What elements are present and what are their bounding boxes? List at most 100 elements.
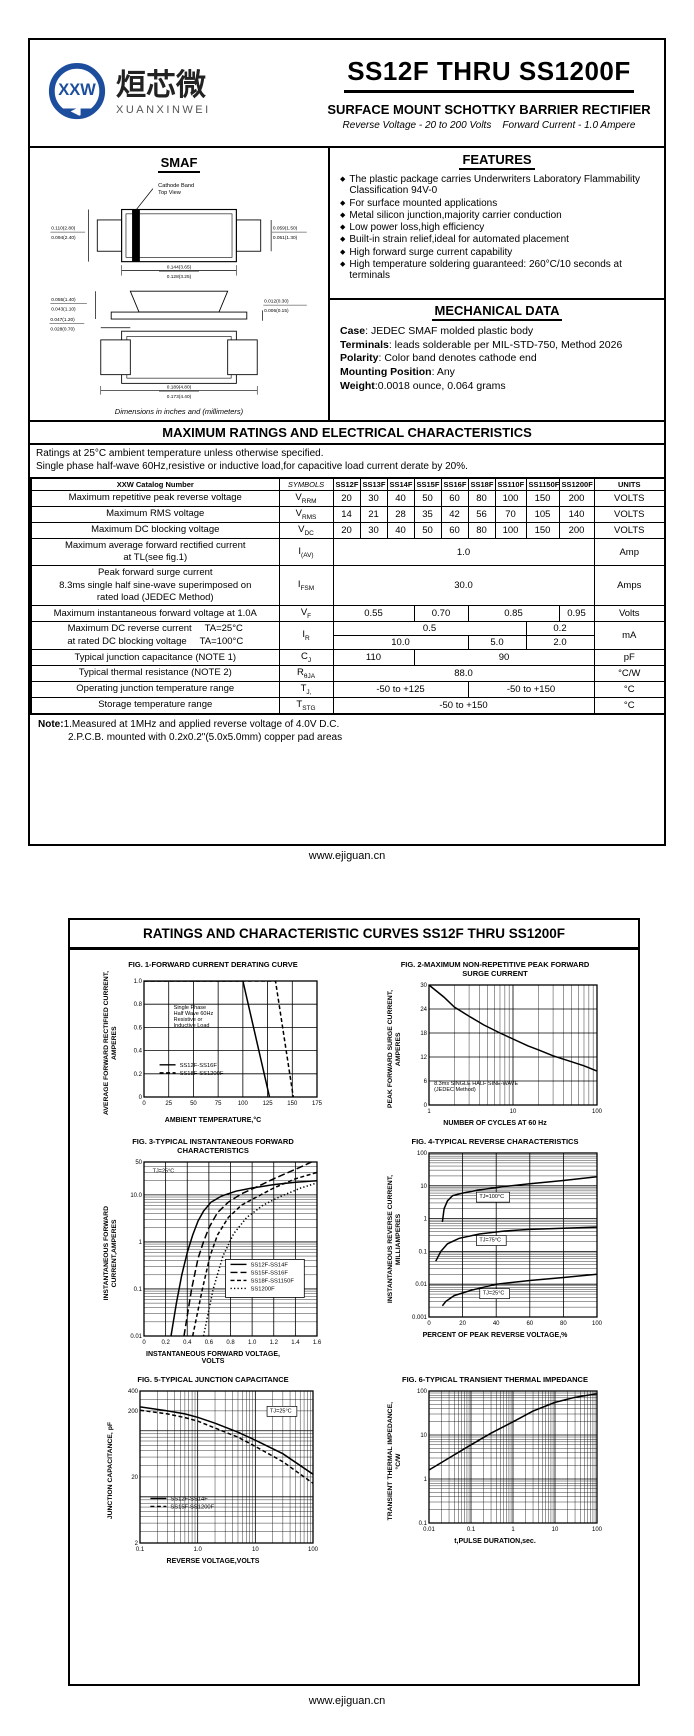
svg-text:TJ=75°C: TJ=75°C: [479, 1238, 501, 1244]
table-cell: 35: [413, 505, 442, 523]
chart-canvas-fig1: 0 25 50 75 100 125 150 175 0 0.2 0.4 0.6 0.8 1.0 Singl…: [134, 979, 323, 1107]
svg-text:0.094(2.40): 0.094(2.40): [51, 235, 76, 241]
table-cell: 30: [359, 490, 388, 507]
svg-text:1.4: 1.4: [292, 1340, 301, 1346]
features-section: FEATURES ◆ The plastic package carries Un…: [330, 148, 664, 300]
page2-footer-link[interactable]: www.ejiguan.cn: [308, 1695, 386, 1707]
feature-item: ◆ For surface mounted applications: [340, 197, 498, 209]
table-cell: 80: [467, 490, 496, 507]
table-cell: 42: [440, 505, 469, 523]
feature-item: ◆ High forward surge current capability: [340, 246, 513, 258]
column-header: SS110F: [494, 477, 527, 491]
svg-text:0: 0: [143, 1101, 147, 1107]
svg-text:0.4: 0.4: [183, 1340, 192, 1346]
table-row: Operating junction temperature range TJ, -…: [30, 681, 666, 698]
datasheet-page-1: XXW 烜芯微 XUANXINWEI SS12F THRU SS1200F SU…: [28, 38, 666, 846]
table-cell: IFSM: [278, 565, 334, 607]
table-row: Maximum DC reverse current TA=25°C at ra…: [30, 621, 666, 651]
table-header-row: XXW Catalog Number SYMBOLS SS12F SS13F SS14F…: [30, 477, 666, 491]
svg-text:20: 20: [132, 1475, 139, 1481]
mechanical-item: Polarity: Color band denotes cathode end: [340, 352, 537, 365]
table-row: Maximum instantaneous forward voltage at…: [30, 605, 666, 623]
svg-text:100: 100: [417, 1151, 428, 1157]
table-cell: °C: [593, 696, 666, 715]
table-cell: 0.70: [413, 605, 469, 623]
svg-text:100: 100: [592, 1109, 603, 1115]
table-row: Peak forward surge current 8.3ms single …: [30, 565, 666, 607]
svg-text:60: 60: [526, 1321, 533, 1327]
column-header: SS16F: [440, 477, 469, 491]
table-cell: -50 to +150: [467, 681, 595, 698]
svg-text:0.4: 0.4: [134, 1049, 143, 1055]
chart-canvas-fig5: 0.1 1.0 10 100 400 200 20 2 TJ=25°C SS12F-SS14F SS…: [128, 1389, 319, 1553]
table-cell: -50 to +125: [332, 681, 469, 698]
table-cell: VRRM: [278, 490, 334, 507]
diamond-bullet-icon: ◆: [340, 224, 346, 232]
table-cell: Maximum RMS voltage: [30, 505, 280, 523]
table-cell: 40: [386, 490, 415, 507]
mechanical-item: Weight:0.0018 ounce, 0.064 grams: [340, 379, 506, 392]
svg-text:XXW: XXW: [58, 81, 96, 99]
feature-item: ◆ Metal silicon junction,majority carrier…: [340, 209, 562, 221]
table-row: 10.0 5.0 2.0: [31, 635, 665, 651]
table-cell: 140: [558, 505, 595, 523]
table-cell: 2.0: [525, 635, 595, 651]
svg-text:100: 100: [238, 1101, 249, 1107]
svg-text:100: 100: [592, 1321, 603, 1327]
svg-text:SS18F-SS1150F: SS18F-SS1150F: [251, 1278, 295, 1284]
table-cell: 50: [413, 490, 442, 507]
svg-text:100: 100: [308, 1547, 319, 1553]
svg-text:0: 0: [423, 1103, 427, 1109]
table-cell: 28: [386, 505, 415, 523]
svg-text:0.6: 0.6: [134, 1025, 143, 1031]
table-cell: 1.0: [332, 537, 595, 567]
table-cell: VOLTS: [593, 490, 666, 507]
svg-text:175: 175: [312, 1101, 323, 1107]
svg-text:0.006(0.15): 0.006(0.15): [264, 308, 289, 314]
figure-6: FIG. 6-TYPICAL TRANSIENT THERMAL IMPEDAN…: [387, 1375, 603, 1545]
table-cell: RθJA: [278, 665, 334, 683]
svg-text:0: 0: [143, 1340, 147, 1346]
table-cell: 70: [494, 505, 527, 523]
column-header: XXW Catalog Number: [30, 477, 280, 491]
svg-text:0.144(3.65): 0.144(3.65): [167, 265, 192, 271]
table-cell: -50 to +150: [332, 696, 595, 715]
table-cell: 20: [332, 490, 361, 507]
table-cell: 10.0: [332, 635, 469, 651]
figure-3: FIG. 3-TYPICAL INSTANTANEOUS FORWARD CHA…: [102, 1137, 322, 1365]
table-cell: VRMS: [278, 505, 334, 523]
package-drawing: Cathode Band Top View 0.110(2.80) 0.094(…: [49, 183, 307, 400]
svg-text:0.2: 0.2: [162, 1340, 171, 1346]
table-cell: 30: [359, 521, 388, 539]
svg-text:10: 10: [420, 1184, 427, 1190]
mechanical-data-section: MECHANICAL DATA Case: JEDEC SMAF molded …: [330, 300, 664, 393]
page1-footer-link[interactable]: www.ejiguan.cn: [308, 850, 386, 862]
svg-text:0.8: 0.8: [227, 1340, 236, 1346]
svg-text:0.059(1.50): 0.059(1.50): [273, 226, 298, 232]
table-cell: mA: [593, 621, 666, 651]
diamond-bullet-icon: ◆: [340, 199, 346, 207]
table-cell: Typical thermal resistance (NOTE 2): [30, 665, 280, 683]
table-cell: °C: [593, 681, 666, 698]
mechanical-title: MECHANICAL DATA: [431, 303, 563, 321]
curves-page-title: RATINGS AND CHARACTERISTIC CURVES SS12F …: [70, 920, 638, 950]
table-cell: Operating junction temperature range: [30, 681, 280, 698]
diamond-bullet-icon: ◆: [340, 236, 346, 244]
diamond-bullet-icon: ◆: [340, 211, 346, 219]
column-header: SYMBOLS: [278, 477, 334, 491]
table-cell: 100: [494, 521, 527, 539]
svg-text:20: 20: [459, 1321, 466, 1327]
svg-text:0.6: 0.6: [205, 1340, 214, 1346]
svg-text:Top View: Top View: [158, 190, 182, 196]
svg-text:0.110(2.80): 0.110(2.80): [51, 226, 75, 232]
document-title: SS12F THRU SS1200F: [347, 55, 631, 86]
table-row: Typical junction capacitance (NOTE 1) CJ 1…: [30, 649, 666, 667]
table-row: Maximum average forward rectified curren…: [30, 537, 666, 567]
svg-text:0.1: 0.1: [467, 1527, 476, 1533]
svg-text:24: 24: [420, 1007, 427, 1013]
table-cell: Maximum DC blocking voltage: [30, 521, 280, 539]
figure-4: FIG. 4-TYPICAL REVERSE CHARACTERISTICS I…: [387, 1137, 603, 1339]
table-cell: I(AV): [278, 537, 334, 567]
table-cell: VF: [278, 605, 334, 623]
